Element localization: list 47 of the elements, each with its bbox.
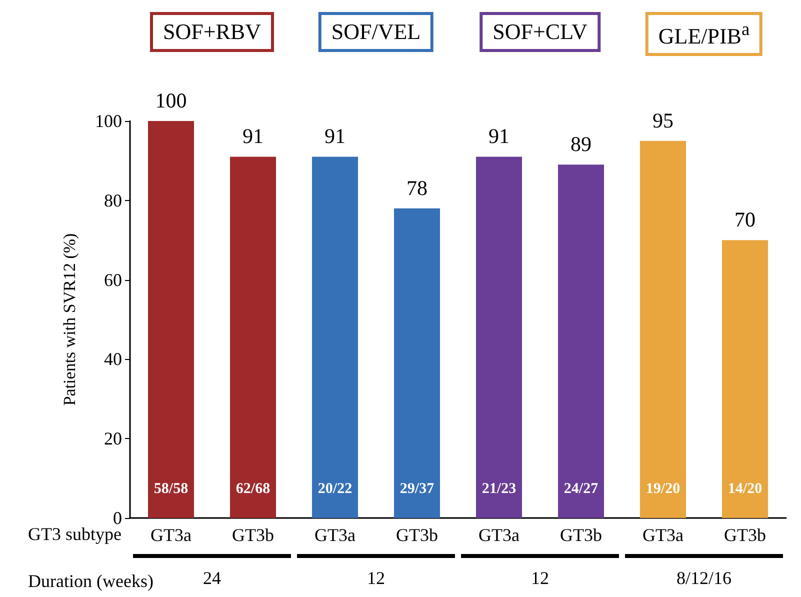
y-axis-title: Patients with SVR12 (%) (60, 233, 79, 406)
data-label: 91 (488, 124, 510, 148)
text: 12 (461, 554, 619, 589)
x-tick-label: GT3a (314, 525, 356, 545)
text: 8/12/16 (625, 554, 783, 589)
data-label: 100 (155, 88, 187, 112)
bar (230, 156, 276, 518)
x-tick-label: GT3a (478, 525, 520, 545)
data-label: 91 (242, 124, 264, 148)
y-tick-label: 40 (104, 349, 122, 370)
x-tick-label: GT3b (396, 525, 438, 545)
data-label: 91 (324, 124, 346, 148)
bar (148, 121, 194, 518)
text: 24 (203, 568, 221, 588)
y-tick-label: 100 (95, 111, 122, 131)
text: 12 (297, 554, 455, 589)
x-tick-label: GT3a (150, 525, 192, 545)
bar (394, 208, 440, 518)
data-label: 89 (570, 132, 592, 156)
annotation: 62/68 (236, 480, 270, 499)
text: Duration (weeks) (28, 571, 154, 592)
annotation: 14/20 (728, 480, 762, 499)
bar (558, 164, 604, 518)
annotation: 58/58 (154, 480, 188, 499)
x-tick-label: GT3b (232, 525, 274, 545)
text: GLE/PIB$^{a}$ (645, 12, 763, 56)
data-label: 78 (406, 176, 428, 200)
y-tick-label: 20 (104, 428, 122, 449)
bar (640, 140, 686, 518)
x-tick-label: GT3a (642, 525, 684, 545)
annotation: 19/20 (646, 480, 680, 499)
x-tick-label: GT3b (560, 525, 602, 545)
annotation: 29/37 (400, 480, 434, 499)
y-tick-label: 80 (104, 190, 122, 210)
text: SOF+CLV (480, 12, 600, 52)
text: SOF+RBV (150, 12, 274, 52)
annotation: 20/22 (318, 480, 352, 499)
bar (722, 240, 768, 518)
bar (312, 156, 358, 518)
annotation: 21/23 (482, 480, 516, 499)
x-tick-label: GT3b (724, 525, 766, 545)
bar (476, 156, 522, 518)
text: SOF/VEL (318, 12, 434, 52)
y-tick-label: 60 (104, 270, 122, 290)
data-label: 95 (652, 108, 674, 132)
annotation: 24/27 (564, 480, 598, 499)
data-label: 70 (734, 208, 756, 232)
